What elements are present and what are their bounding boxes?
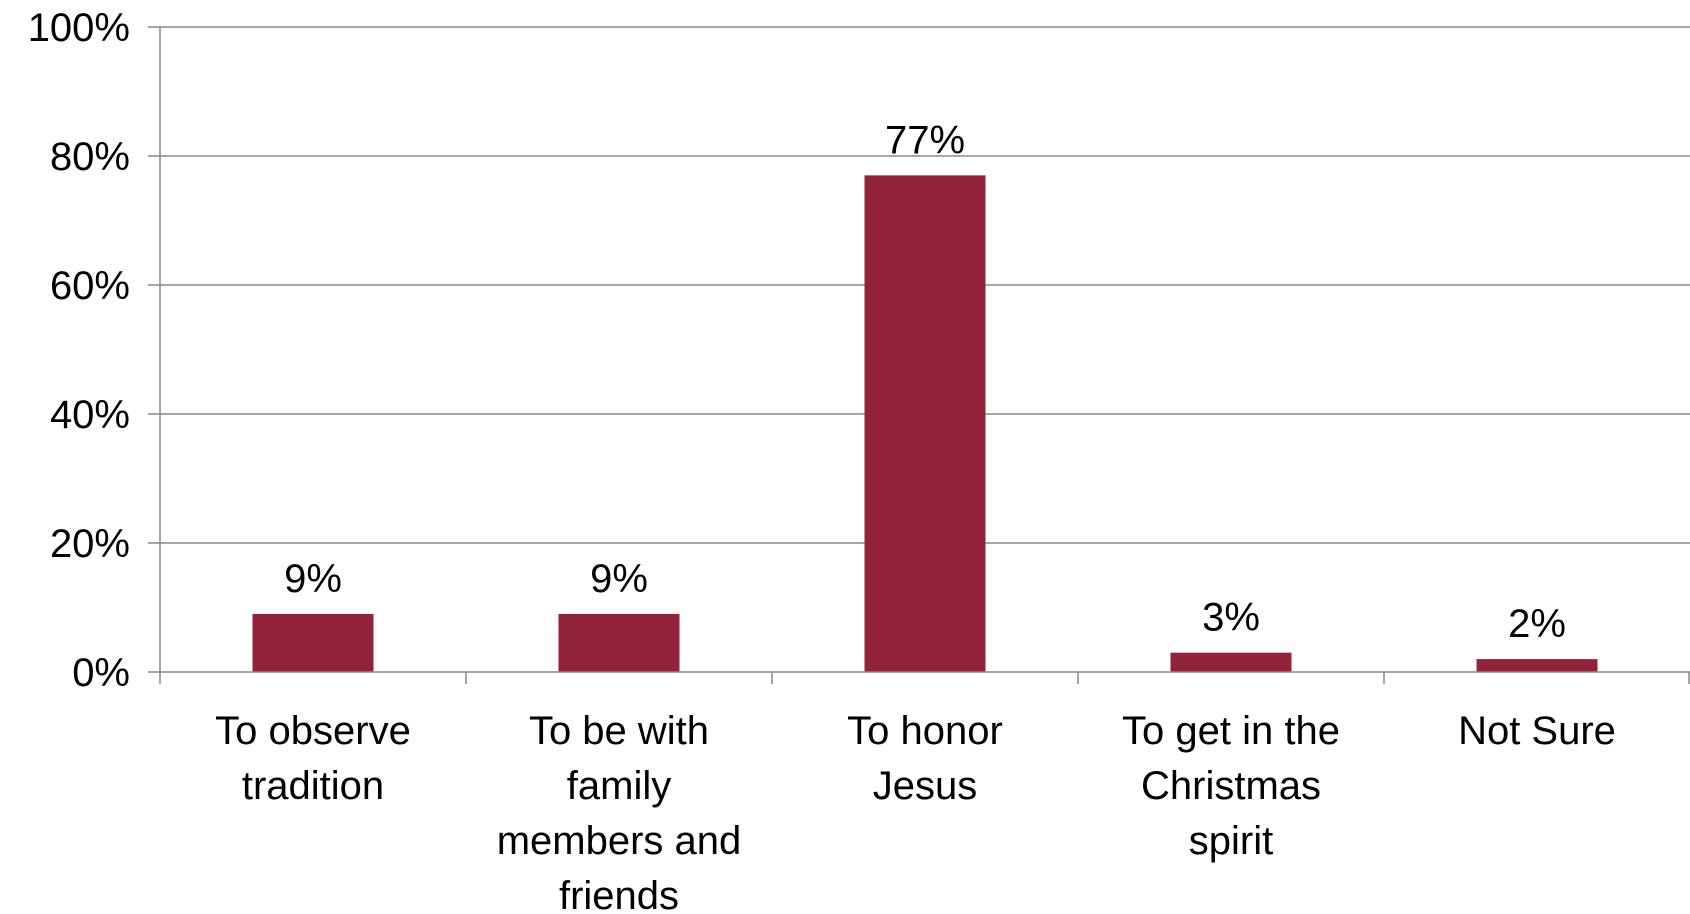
- y-tick-label: 0%: [72, 651, 130, 695]
- bar: [1476, 659, 1598, 672]
- axes: [148, 26, 1690, 684]
- bar: [558, 613, 680, 672]
- data-label: 3%: [1202, 596, 1260, 640]
- bar: [252, 613, 374, 672]
- y-tick-label: 100%: [28, 6, 130, 50]
- data-label: 2%: [1508, 602, 1566, 646]
- data-label: 9%: [590, 557, 648, 601]
- x-tick-label: To honor Jesus: [847, 709, 1003, 808]
- bar: [864, 175, 986, 672]
- x-tick-label: Not Sure: [1458, 709, 1616, 753]
- y-tick-label: 40%: [50, 393, 130, 437]
- x-tick-label: To be with family members and friends: [497, 709, 742, 914]
- labels: 0% 20% 40% 60% 80% 100% 9% To observe tradition 9…: [28, 6, 1616, 914]
- data-label: 77%: [885, 118, 965, 162]
- x-tick-label: To get in the Christmas spirit: [1122, 709, 1340, 863]
- data-label: 9%: [284, 557, 342, 601]
- bar: [1170, 652, 1292, 672]
- bars: [252, 175, 1598, 672]
- y-tick-label: 60%: [50, 264, 130, 308]
- y-tick-label: 80%: [50, 135, 130, 179]
- y-tick-label: 20%: [50, 522, 130, 566]
- x-tick-label: To observe tradition: [215, 709, 411, 808]
